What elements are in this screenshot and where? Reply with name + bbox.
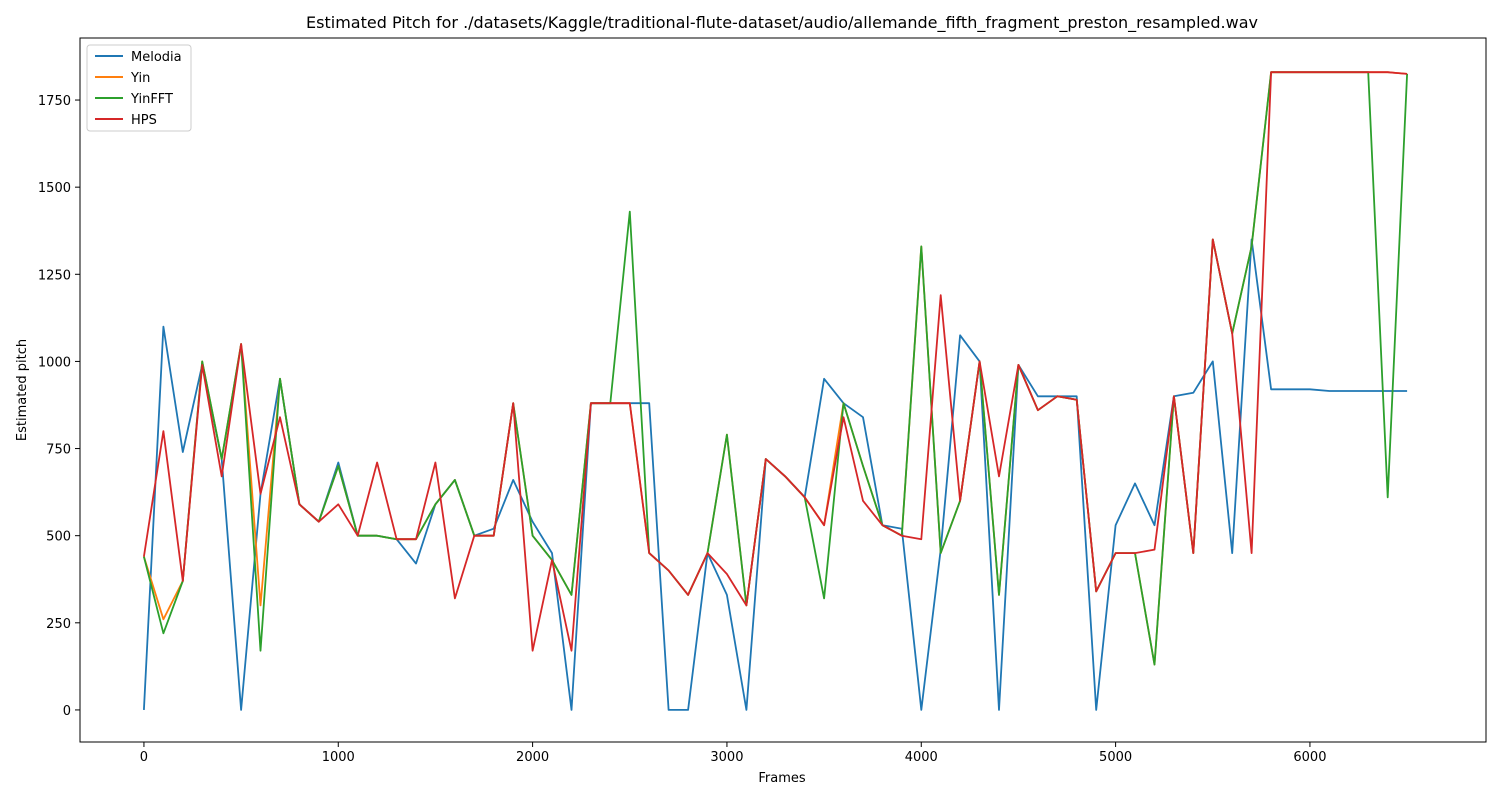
y-tick-label: 1500 (38, 181, 71, 196)
x-tick-label: 5000 (1099, 750, 1132, 765)
y-tick-label: 500 (46, 530, 71, 545)
x-tick-label: 4000 (905, 750, 938, 765)
legend-box (86, 44, 192, 132)
y-tick-label: 1250 (38, 268, 71, 283)
y-tick-label: 250 (46, 617, 71, 632)
legend-label: YinFFT (130, 92, 173, 107)
series-line (143, 71, 1408, 652)
legend-label: HPS (131, 113, 157, 128)
chart-title: Estimated Pitch for ./datasets/Kaggle/tr… (306, 13, 1258, 33)
series-line (143, 71, 1408, 666)
y-tick-label: 750 (46, 443, 71, 458)
y-tick-label: 1000 (38, 355, 71, 370)
plot-frame (79, 37, 1487, 743)
x-axis-label: Frames (758, 771, 806, 786)
x-tick-label: 6000 (1293, 750, 1326, 765)
x-tick-label: 2000 (516, 750, 549, 765)
y-tick-label: 1750 (38, 94, 71, 109)
y-tick-label: 0 (63, 704, 71, 719)
y-axis-label: Estimated pitch (15, 339, 30, 441)
series-line (143, 238, 1408, 711)
x-tick-label: 3000 (710, 750, 743, 765)
x-tick-label: 1000 (322, 750, 355, 765)
legend-label: Yin (130, 71, 150, 86)
legend-label: Melodia (131, 50, 182, 65)
x-tick-label: 0 (140, 750, 148, 765)
series-line (143, 71, 1408, 666)
